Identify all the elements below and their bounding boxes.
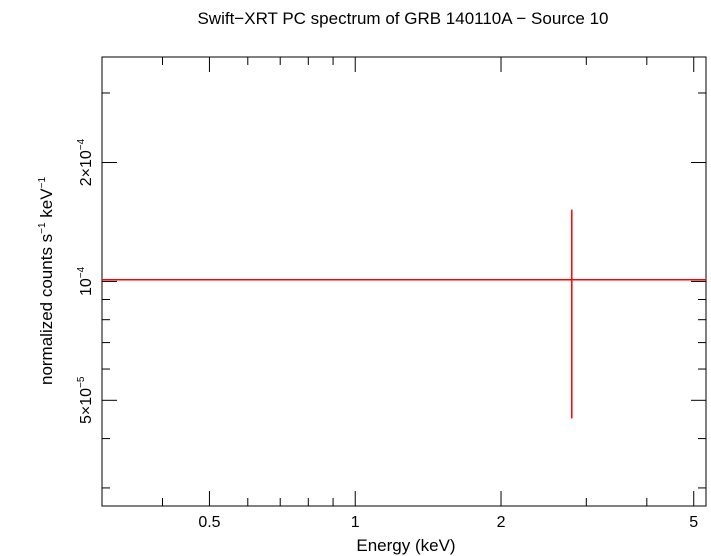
y-tick-exponent: −5 <box>76 376 87 388</box>
y-tick-label: 10−4 <box>76 266 95 296</box>
y-tick-label: 2×10−4 <box>76 138 95 186</box>
y-tick-label: 5×10−5 <box>76 376 95 424</box>
chart-title: Swift−XRT PC spectrum of GRB 140110A − S… <box>197 9 608 28</box>
y-tick-exponent: −4 <box>76 138 87 150</box>
x-tick-label: 5 <box>689 514 698 531</box>
x-tick-label: 0.5 <box>198 514 220 531</box>
y-tick-mantissa: 5×10 <box>78 388 95 424</box>
y-axis-label-sup2: −1 <box>37 177 48 189</box>
axis-ticks <box>101 57 706 506</box>
x-tick-label: 2 <box>497 514 506 531</box>
y-axis-label-pre: normalized counts s <box>37 234 56 385</box>
x-tick-labels: 0.5 1 2 5 <box>198 514 698 531</box>
plot-frame <box>101 56 707 507</box>
data-layer <box>102 209 706 419</box>
y-axis-label: normalized counts s−1 keV−1 <box>37 177 56 385</box>
y-tick-labels: 5×10−510−42×10−4 <box>76 138 95 424</box>
x-axis-label: Energy (keV) <box>356 536 455 555</box>
y-tick-mantissa: 2×10 <box>78 150 95 186</box>
x-tick-label: 1 <box>351 514 360 531</box>
y-axis-label-sup1: −1 <box>37 222 48 234</box>
y-tick-exponent: −4 <box>76 266 87 278</box>
y-axis-label-mid: keV <box>37 188 56 223</box>
y-tick-mantissa: 10 <box>78 278 95 296</box>
